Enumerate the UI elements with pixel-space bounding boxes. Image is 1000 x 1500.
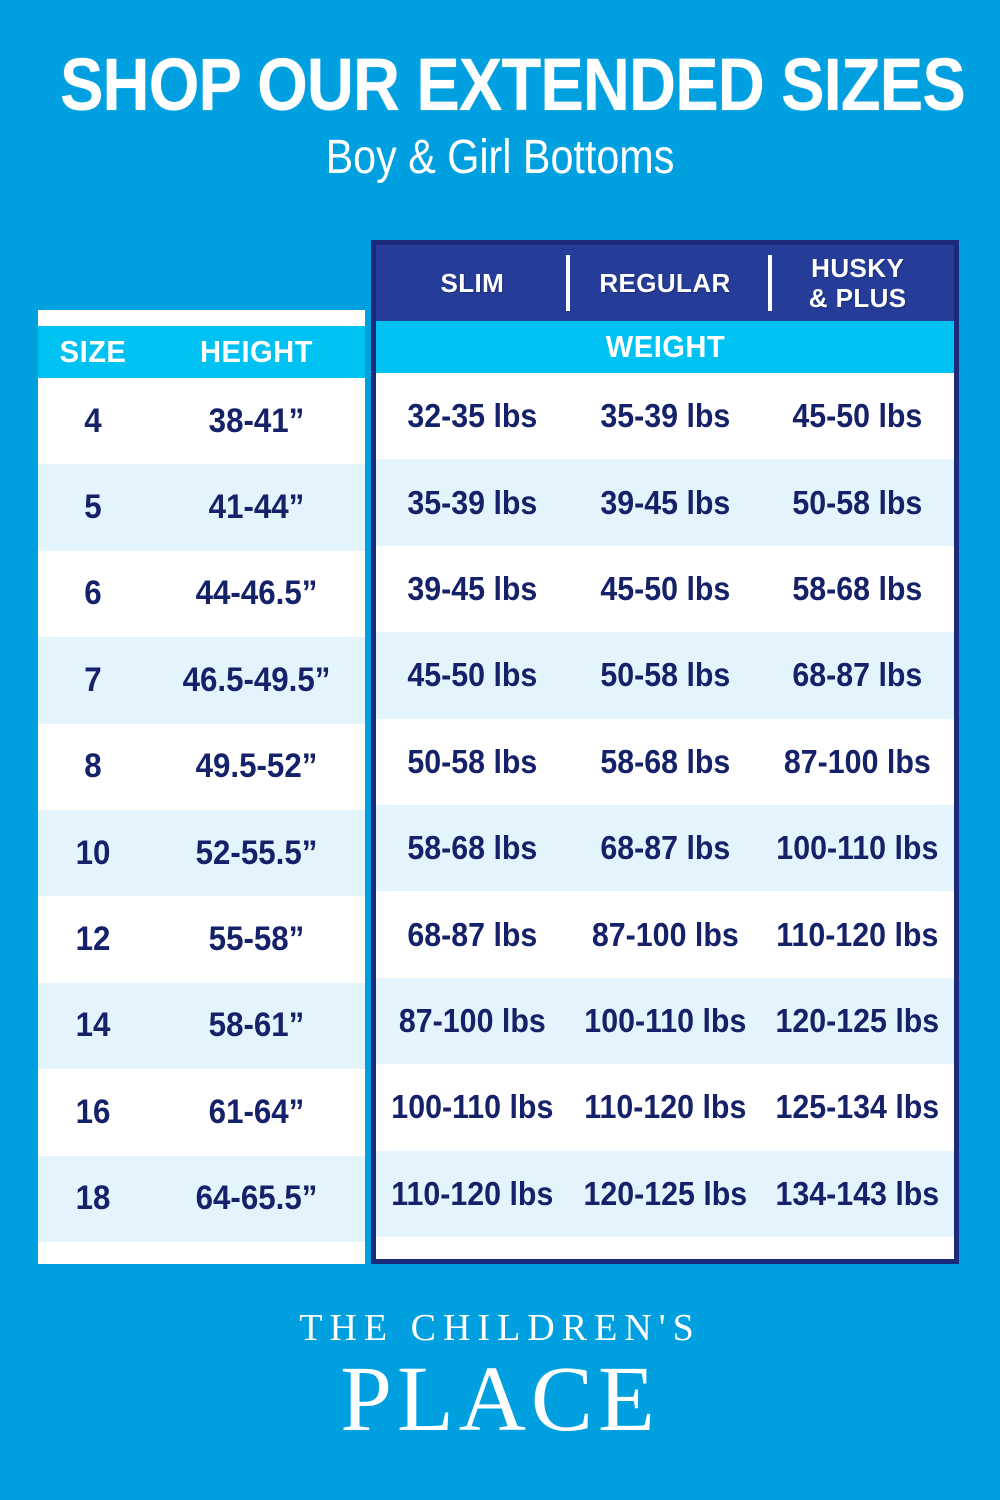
table-row: 110-120 lbs 120-125 lbs 134-143 lbs xyxy=(376,1150,954,1237)
cell-size: 18 xyxy=(75,1179,111,1218)
cell-husky-plus: 110-120 lbs xyxy=(776,915,939,953)
weight-table-bottom-strip xyxy=(376,1236,954,1259)
cell-husky-plus: 68-87 lbs xyxy=(792,656,923,694)
cell-slim: 32-35 lbs xyxy=(407,397,538,435)
weight-group-header: WEIGHT xyxy=(376,321,954,373)
cell-slim: 87-100 lbs xyxy=(398,1001,546,1039)
column-header-size: SIZE xyxy=(59,334,127,369)
logo-line-the-childrens: THE CHILDREN'S xyxy=(299,1307,701,1349)
table-row: 35-39 lbs 39-45 lbs 50-58 lbs xyxy=(376,459,954,546)
cell-slim: 39-45 lbs xyxy=(407,569,538,607)
cell-slim: 50-58 lbs xyxy=(407,742,538,780)
table-row: 6 44-46.5” xyxy=(38,550,365,638)
cell-husky-plus: 45-50 lbs xyxy=(792,397,923,435)
cell-husky-plus: 50-58 lbs xyxy=(792,483,923,521)
table-row: 16 61-64” xyxy=(38,1069,365,1156)
cell-regular: 87-100 lbs xyxy=(591,915,739,953)
cell-regular: 120-125 lbs xyxy=(583,1174,747,1212)
left-table-top-strip xyxy=(38,310,365,326)
cell-height: 52-55.5” xyxy=(195,833,318,872)
table-row: 32-35 lbs 35-39 lbs 45-50 lbs xyxy=(376,373,954,460)
table-row: 14 58-61” xyxy=(38,982,365,1070)
cell-regular: 45-50 lbs xyxy=(600,569,730,607)
cell-husky-plus: 100-110 lbs xyxy=(776,829,939,867)
cell-slim: 58-68 lbs xyxy=(407,829,538,867)
cell-size: 10 xyxy=(75,833,111,872)
cell-slim: 45-50 lbs xyxy=(407,656,538,694)
table-row: 87-100 lbs 100-110 lbs 120-125 lbs xyxy=(376,977,954,1065)
table-row: 12 55-58” xyxy=(38,896,365,983)
table-row: 39-45 lbs 45-50 lbs 58-68 lbs xyxy=(376,545,954,633)
header-divider-1 xyxy=(566,255,570,311)
cell-height: 61-64” xyxy=(208,1092,305,1131)
weight-group-label: WEIGHT xyxy=(605,329,725,364)
column-header-regular: REGULAR xyxy=(599,268,731,298)
size-height-rows: 4 38-41” 5 41-44” 6 44-46.5” 7 46.5-49.5… xyxy=(38,378,365,1242)
cell-size: 6 xyxy=(84,574,102,613)
column-header-height: HEIGHT xyxy=(200,334,313,369)
cell-height: 38-41” xyxy=(208,401,305,440)
cell-husky-plus: 120-125 lbs xyxy=(775,1001,940,1039)
cell-husky-plus: 134-143 lbs xyxy=(775,1174,940,1212)
cell-size: 12 xyxy=(75,920,111,959)
cell-slim: 68-87 lbs xyxy=(407,915,538,953)
cell-husky-plus: 58-68 lbs xyxy=(792,569,923,607)
weight-table: SLIM REGULAR HUSKY & PLUS WEIGHT 32-35 l… xyxy=(371,240,959,1264)
left-table-bottom-strip xyxy=(38,1241,365,1264)
fit-header-row: SLIM REGULAR HUSKY & PLUS xyxy=(376,245,954,321)
cell-slim: 35-39 lbs xyxy=(407,483,538,521)
cell-regular: 50-58 lbs xyxy=(600,656,730,694)
cell-size: 14 xyxy=(75,1006,111,1045)
header-divider-2 xyxy=(768,255,772,311)
table-row: 10 52-55.5” xyxy=(38,809,365,897)
size-height-table: SIZE HEIGHT 4 38-41” 5 41-44” 6 44-46.5”… xyxy=(38,310,365,1264)
cell-height: 49.5-52” xyxy=(195,747,318,786)
cell-husky-plus: 125-134 lbs xyxy=(775,1088,940,1126)
husky-label-line1: HUSKY xyxy=(811,253,905,283)
brand-logo: THE CHILDREN'S PLACE xyxy=(0,1306,1000,1448)
logo-line-place: PLACE xyxy=(340,1348,660,1451)
table-row: 58-68 lbs 68-87 lbs 100-110 lbs xyxy=(376,804,954,892)
cell-slim: 110-120 lbs xyxy=(391,1174,554,1212)
cell-regular: 68-87 lbs xyxy=(600,829,730,867)
cell-size: 16 xyxy=(75,1092,111,1131)
table-row: 7 46.5-49.5” xyxy=(38,637,365,724)
table-row: 8 49.5-52” xyxy=(38,723,365,810)
cell-height: 55-58” xyxy=(208,920,305,959)
cell-size: 8 xyxy=(84,747,102,786)
cell-slim: 100-110 lbs xyxy=(391,1088,554,1126)
cell-husky-plus: 87-100 lbs xyxy=(784,742,932,780)
table-row: 68-87 lbs 87-100 lbs 110-120 lbs xyxy=(376,891,954,978)
table-row: 18 64-65.5” xyxy=(38,1155,365,1242)
cell-height: 46.5-49.5” xyxy=(182,660,331,699)
cell-regular: 58-68 lbs xyxy=(600,742,730,780)
cell-height: 44-46.5” xyxy=(195,574,318,613)
cell-height: 58-61” xyxy=(208,1006,305,1045)
page-title: SHOP OUR EXTENDED SIZES xyxy=(60,43,966,126)
cell-regular: 39-45 lbs xyxy=(600,483,730,521)
husky-label-line2: & PLUS xyxy=(808,283,907,313)
table-row: 100-110 lbs 110-120 lbs 125-134 lbs xyxy=(376,1064,954,1151)
page-subtitle: Boy & Girl Bottoms xyxy=(325,131,675,184)
cell-height: 41-44” xyxy=(208,488,305,527)
cell-regular: 110-120 lbs xyxy=(583,1088,747,1126)
table-row: 45-50 lbs 50-58 lbs 68-87 lbs xyxy=(376,632,954,719)
cell-size: 7 xyxy=(84,660,102,699)
column-header-husky-plus: HUSKY & PLUS xyxy=(761,253,954,313)
table-row: 4 38-41” xyxy=(38,378,365,465)
page-header: SHOP OUR EXTENDED SIZES Boy & Girl Botto… xyxy=(0,0,1000,186)
cell-size: 5 xyxy=(84,488,102,527)
column-header-slim: SLIM xyxy=(440,268,505,298)
size-height-header-row: SIZE HEIGHT xyxy=(38,326,365,378)
cell-height: 64-65.5” xyxy=(195,1179,318,1218)
weight-rows: 32-35 lbs 35-39 lbs 45-50 lbs 35-39 lbs … xyxy=(376,373,954,1237)
cell-size: 4 xyxy=(84,401,102,440)
table-row: 5 41-44” xyxy=(38,464,365,551)
table-row: 50-58 lbs 58-68 lbs 87-100 lbs xyxy=(376,718,954,805)
cell-regular: 100-110 lbs xyxy=(583,1001,747,1039)
cell-regular: 35-39 lbs xyxy=(600,397,730,435)
